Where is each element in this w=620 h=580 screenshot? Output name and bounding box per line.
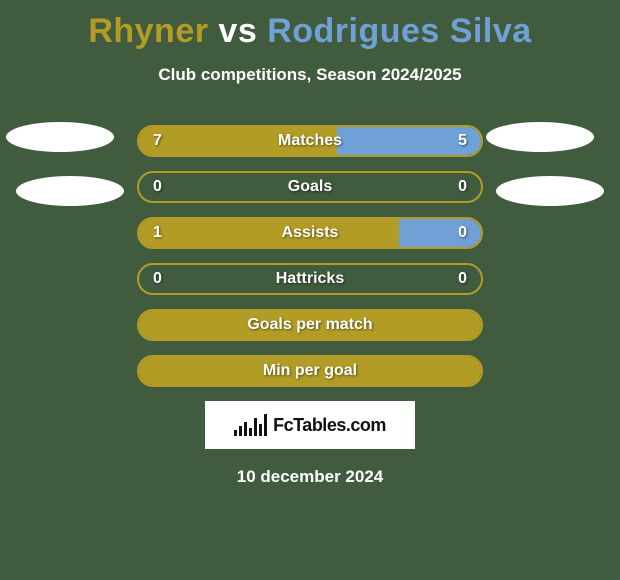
stat-row: 0 0 Hattricks: [137, 263, 483, 295]
stat-value-left: 7: [153, 132, 162, 150]
stat-label: Hattricks: [276, 270, 344, 288]
stat-value-left: 0: [153, 178, 162, 196]
fctables-logo: FcTables.com: [205, 401, 415, 449]
stat-value-right: 0: [458, 224, 467, 242]
logo-bar: [254, 418, 257, 436]
fctables-logo-text: FcTables.com: [273, 415, 386, 436]
comparison-subtitle: Club competitions, Season 2024/2025: [0, 65, 620, 85]
comparison-date: 10 december 2024: [0, 467, 620, 487]
player-oval: [16, 176, 124, 206]
stat-label: Matches: [278, 132, 342, 150]
stat-value-right: 0: [458, 178, 467, 196]
title-vs: vs: [208, 12, 267, 50]
player-oval: [496, 176, 604, 206]
stat-row: 0 0 Goals: [137, 171, 483, 203]
fctables-logo-bars-icon: [234, 414, 267, 436]
stat-value-left: 0: [153, 270, 162, 288]
stat-row: 7 5 Matches: [137, 125, 483, 157]
stat-fill-left: [139, 219, 399, 247]
comparison-title: Rhyner vs Rodrigues Silva: [0, 0, 620, 51]
stat-label: Goals: [288, 178, 332, 196]
stat-label: Goals per match: [247, 316, 372, 334]
stat-bars-container: 7 5 Matches 0 0 Goals 1 0 Assists 0 0 Hattricks Goal…: [0, 125, 620, 387]
title-player1: Rhyner: [88, 12, 208, 50]
logo-bar: [244, 422, 247, 436]
stat-label: Min per goal: [263, 362, 357, 380]
stat-row: Min per goal: [137, 355, 483, 387]
stat-label: Assists: [282, 224, 339, 242]
stat-value-left: 1: [153, 224, 162, 242]
logo-bar: [239, 426, 242, 436]
logo-bar: [259, 424, 262, 436]
title-player2: Rodrigues Silva: [267, 12, 531, 50]
stat-row: 1 0 Assists: [137, 217, 483, 249]
logo-bar: [249, 428, 252, 436]
stat-row: Goals per match: [137, 309, 483, 341]
stat-value-right: 5: [458, 132, 467, 150]
player-oval: [6, 122, 114, 152]
logo-bar: [264, 414, 267, 436]
stat-fill-right: [399, 219, 481, 247]
logo-bar: [234, 430, 237, 436]
stat-value-right: 0: [458, 270, 467, 288]
player-oval: [486, 122, 594, 152]
